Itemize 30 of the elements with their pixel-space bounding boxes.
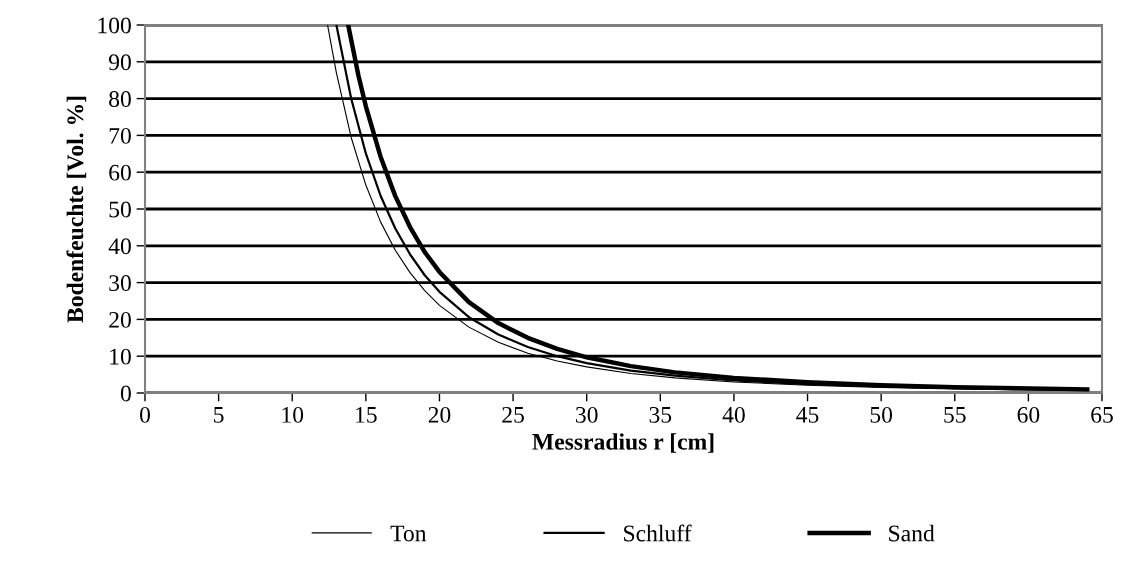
- x-tick-label: 10: [282, 406, 304, 423]
- x-tick-label: 0: [140, 406, 150, 423]
- y-tick-label: 40: [108, 238, 131, 255]
- y-tick-label: 20: [109, 311, 131, 328]
- x-tick-label: 30: [576, 406, 598, 423]
- x-tick-label: 35: [649, 406, 672, 423]
- legend-label: Schluff: [624, 524, 692, 542]
- x-tick-label: 45: [796, 407, 819, 423]
- x-tick-label: 25: [502, 406, 524, 423]
- x-tick-label: 60: [1017, 406, 1040, 423]
- x-tick-label: 55: [944, 407, 966, 423]
- y-tick-label: 100: [98, 17, 131, 34]
- y-tick-label: 70: [109, 127, 131, 144]
- x-tick-label: 5: [214, 407, 224, 423]
- x-tick-label: 15: [356, 406, 377, 423]
- x-axis-title: Messradius r [cm]: [532, 433, 714, 453]
- x-tick-label: 20: [428, 406, 451, 423]
- y-tick-label: 90: [108, 54, 131, 71]
- y-tick-label: 60: [109, 164, 131, 181]
- y-tick-label: 10: [110, 348, 131, 365]
- x-tick-label: 65: [1091, 406, 1113, 423]
- y-axis-title: Bodenfeuchte [Vol. %]: [66, 96, 87, 323]
- legend-label: Sand: [889, 524, 935, 542]
- y-tick-label: 50: [109, 201, 131, 218]
- x-tick-label: 50: [870, 406, 893, 423]
- x-tick-label: 40: [722, 406, 745, 423]
- y-tick-label: 0: [120, 385, 131, 402]
- legend-label: Ton: [390, 525, 427, 542]
- y-tick-label: 30: [109, 275, 131, 292]
- y-tick-label: 80: [109, 91, 131, 108]
